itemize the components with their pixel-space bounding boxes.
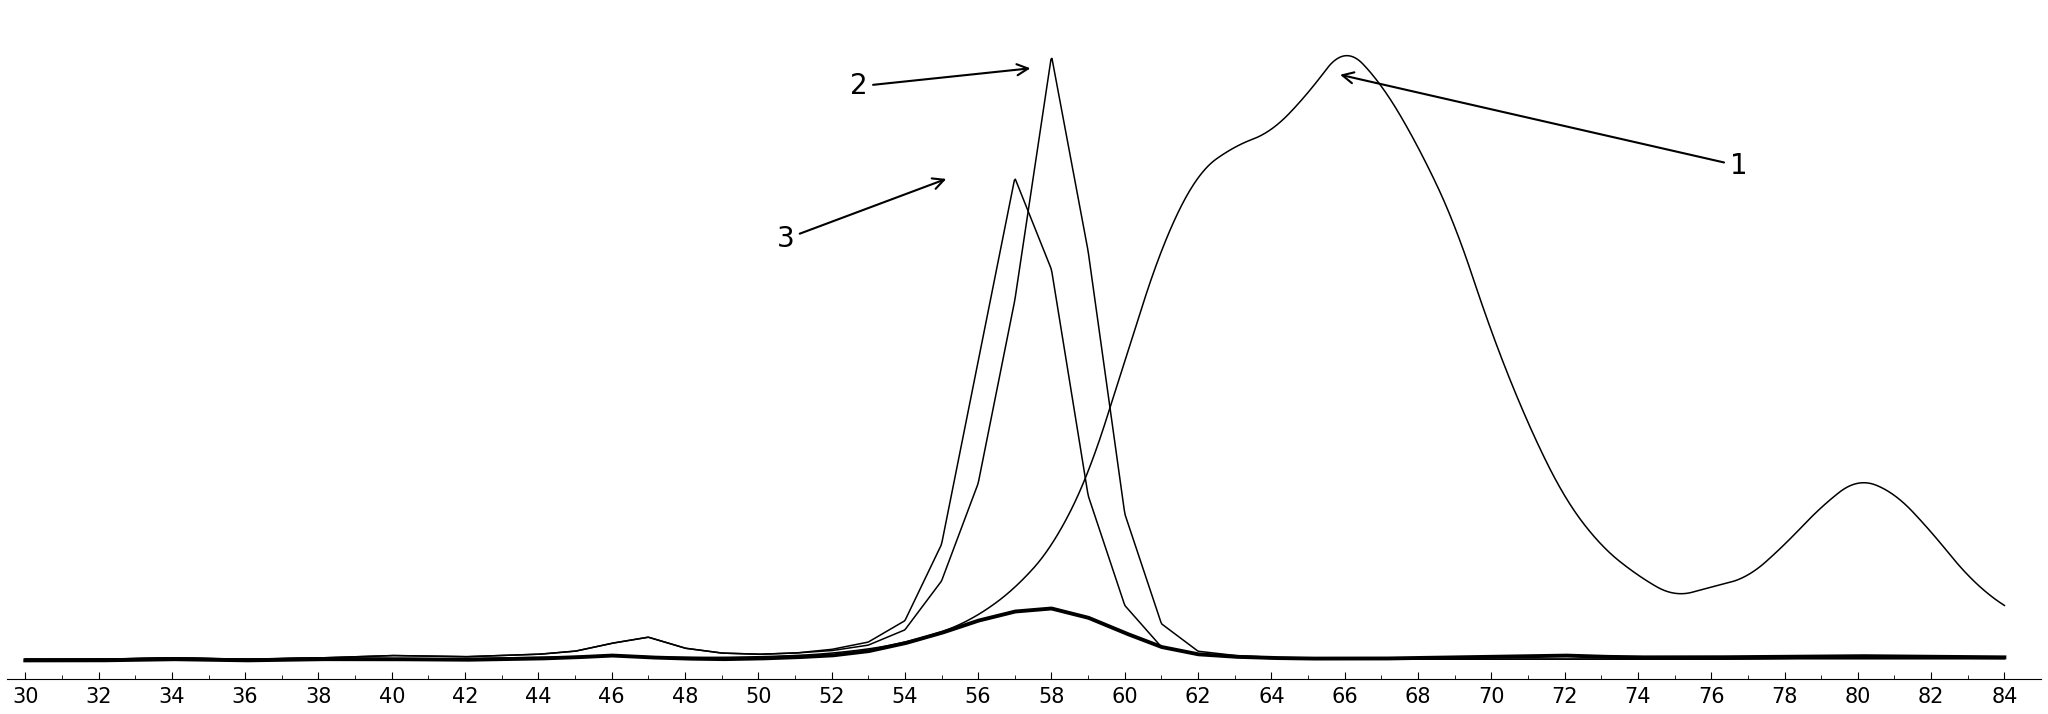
Text: 3: 3 <box>776 178 944 253</box>
Text: 2: 2 <box>850 64 1028 101</box>
Text: 1: 1 <box>1341 72 1747 180</box>
